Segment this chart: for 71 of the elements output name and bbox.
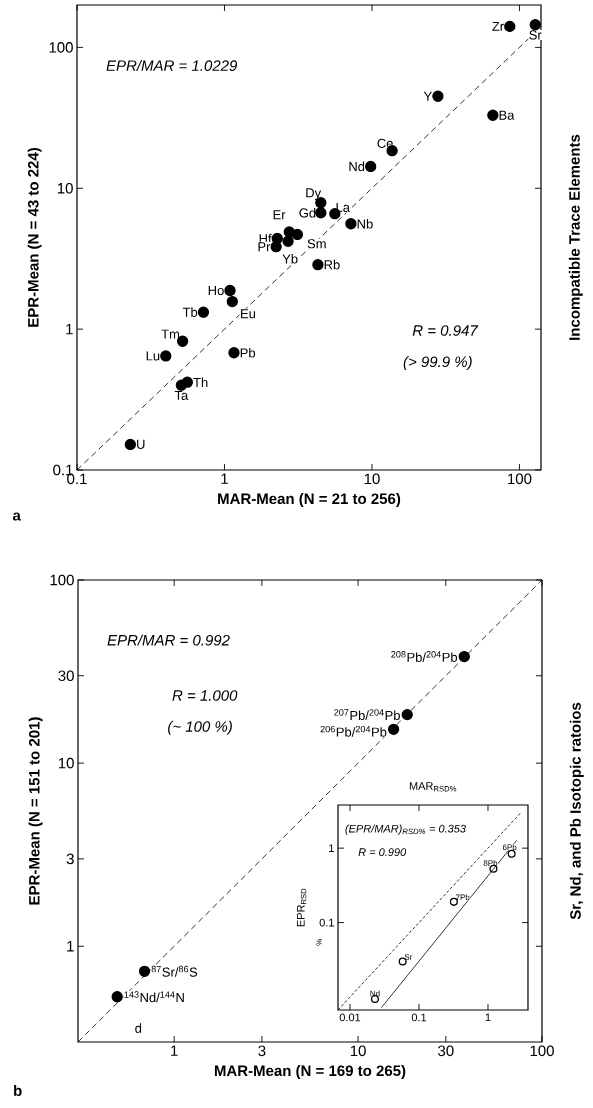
- annotation: $^{206}$Pb/$^{204}$Pb: [320, 725, 387, 737]
- x-axis-title: MAR-Mean (N = 169 to 265): [214, 1065, 406, 1079]
- text: a: [12, 512, 21, 521]
- annotation: Ba: [499, 110, 515, 120]
- annotation: $^{87}$Sr/$^{86}$S: [151, 965, 198, 977]
- y-tick-label: 10: [57, 182, 73, 194]
- annotation: R = 0.947: [412, 325, 479, 336]
- annotation: Sr: [404, 954, 413, 960]
- annotation: Sr: [529, 30, 542, 40]
- y2-axis-title: Sr, Nd, and Pb Isotopic ratoios: [569, 702, 584, 920]
- annotation: Dy: [306, 188, 322, 200]
- annotation: Th: [193, 377, 208, 387]
- annotation: R = 0.990: [358, 848, 407, 857]
- annotation: 7Pb: [455, 894, 470, 901]
- annotation: Tm: [161, 329, 180, 339]
- x-tick-label: 3: [258, 1045, 266, 1057]
- annotation: Gd: [299, 207, 316, 218]
- y-axis-title: EPR-Mean (N = 151 to 201): [28, 717, 43, 905]
- x-tick-label: 10: [364, 473, 380, 485]
- annotation: Tb: [182, 307, 198, 317]
- annotation: 6Pb: [502, 844, 517, 851]
- y-tick-label: 3: [66, 853, 74, 865]
- annotation: Yb: [282, 254, 298, 264]
- annotation: (EPR/MAR)$_{RSD%}$ = 0.353: [345, 824, 466, 835]
- annotation: EPR/MAR = 1.0229: [106, 59, 238, 71]
- annotation: Eu: [241, 309, 256, 319]
- annotation: EPR/MAR = 0.992: [107, 634, 230, 646]
- y-axis-title: EPR-Mean (N = 43 to 224): [27, 148, 42, 327]
- x-tick-label: 1: [221, 473, 228, 484]
- y-tick-label: 10: [58, 757, 74, 769]
- y-tick-label: 1: [67, 941, 74, 952]
- x-axis-title: MAR$_{RSD%}$: [409, 782, 457, 792]
- annotation: Pb: [240, 347, 256, 358]
- annotation: Rb: [324, 259, 340, 270]
- x-tick-label: 30: [438, 1045, 454, 1057]
- annotation: Nb: [357, 218, 373, 229]
- annotation: Nd: [349, 161, 365, 172]
- annotation: Nd: [370, 990, 380, 997]
- annotation: (~ 100 %): [168, 720, 232, 735]
- x-tick-label: 100: [530, 1045, 554, 1057]
- annotation: $^{143}$Nd/$^{144}$N: [124, 991, 184, 1003]
- y-tick-label: 1: [66, 323, 73, 335]
- text: b: [14, 1084, 22, 1096]
- annotation: Ta: [174, 390, 189, 400]
- x-tick-label: 0.1: [411, 1013, 427, 1022]
- y-axis-title: EPR$_{RSD}$: [297, 888, 307, 927]
- x-tick-label: 100: [508, 473, 532, 485]
- x-tick-label: 1: [485, 1013, 491, 1022]
- x-tick-label: 10: [350, 1045, 366, 1057]
- annotation: %: [316, 939, 322, 946]
- annotation: Y: [423, 91, 432, 101]
- annotation: Lu: [146, 351, 160, 361]
- annotation: $^{208}$Pb/$^{204}$Pb: [391, 651, 458, 662]
- y-tick-label: 100: [50, 574, 74, 586]
- annotation: Ho: [208, 285, 224, 296]
- annotation: Sm: [307, 239, 326, 249]
- annotation: R = 1.000: [172, 690, 238, 701]
- x-axis-title: MAR-Mean (N = 21 to 256): [218, 493, 401, 507]
- annotation: (> 99.9 %): [403, 356, 472, 371]
- annotation: Er: [273, 210, 286, 220]
- annotation: U: [137, 439, 145, 449]
- y2-axis-title: Incompatible Trace Elements: [568, 134, 583, 340]
- x-tick-label: 0.01: [339, 1013, 361, 1022]
- y-tick-label: 100: [49, 42, 73, 53]
- x-tick-label: 1: [171, 1045, 178, 1056]
- annotation: Zr: [492, 21, 504, 31]
- annotation: 8Pb: [483, 860, 498, 866]
- annotation: d: [135, 1023, 142, 1033]
- annotation: Pr: [258, 242, 271, 252]
- annotation: $^{207}$Pb/$^{204}$Pb: [334, 709, 400, 721]
- y-tick-label: 30: [58, 670, 74, 682]
